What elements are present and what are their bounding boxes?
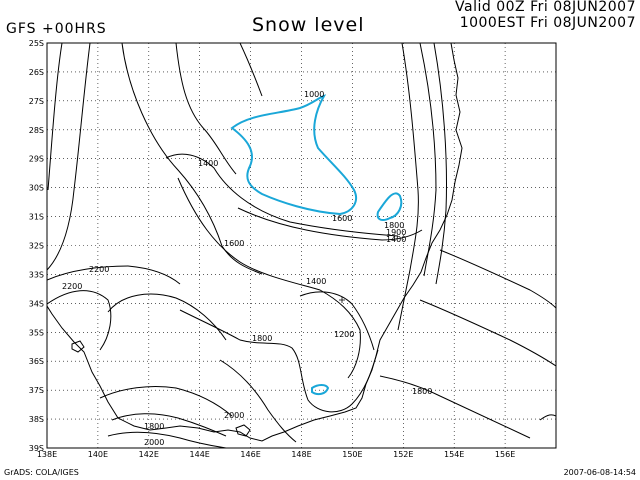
latitude-tick-label: 28S <box>29 126 44 135</box>
map-frame <box>46 42 557 449</box>
contour-label: 1400 <box>386 235 406 244</box>
coastline <box>47 43 463 442</box>
contour-label: 1000 <box>304 90 324 99</box>
contour-label-group: 1000 1400 1600 1600 1800 1900 1400 2200 … <box>62 90 432 447</box>
contour-label: 1800 <box>412 387 432 396</box>
longitude-tick-label: 150E <box>342 450 362 459</box>
contour-label: 1800 <box>144 422 164 431</box>
latitude-tick-label: 30S <box>29 184 44 193</box>
contour-label: 1400 <box>198 159 218 168</box>
contour-label: 1600 <box>224 239 244 248</box>
latitude-tick-label: 31S <box>29 213 44 222</box>
valid-time-local: 1000EST Fri 08JUN2007 <box>459 15 636 31</box>
contour-lines <box>47 43 556 448</box>
latitude-tick-label: 26S <box>29 68 44 77</box>
contour-label: 2200 <box>89 265 109 274</box>
map-title: Snow level <box>252 14 365 36</box>
timestamp-label: 2007-06-08-14:54 <box>563 468 636 477</box>
longitude-tick-label: 156E <box>495 450 515 459</box>
longitude-axis: 138E 140E 142E 144E 146E 148E 150E 152E 154E 156E <box>37 450 515 459</box>
latitude-tick-label: 33S <box>29 270 44 279</box>
longitude-tick-label: 148E <box>291 450 311 459</box>
longitude-tick-label: 146E <box>240 450 260 459</box>
low-marker <box>339 297 345 303</box>
longitude-tick-label: 152E <box>393 450 413 459</box>
latitude-tick-label: 35S <box>29 328 44 337</box>
contour-label: 2200 <box>62 282 82 291</box>
lake-shore <box>71 340 85 353</box>
latitude-tick-label: 39S <box>29 444 44 453</box>
contour-label: 1400 <box>306 277 326 286</box>
latitude-tick-label: 38S <box>29 415 44 424</box>
contour-label: 1900 <box>386 228 406 237</box>
longitude-tick-label: 142E <box>139 450 159 459</box>
contour-label: 1600 <box>332 214 352 223</box>
grid-lines <box>47 43 556 448</box>
latitude-tick-label: 27S <box>29 97 44 106</box>
snow-contours <box>230 94 403 396</box>
longitude-tick-label: 144E <box>190 450 210 459</box>
latitude-tick-label: 34S <box>29 299 44 308</box>
longitude-tick-label: 138E <box>37 450 57 459</box>
contour-label: 1800 <box>252 334 272 343</box>
latitude-tick-label: 25S <box>29 39 44 48</box>
latitude-axis: 25S 26S 27S 28S 29S 30S 31S 32S 33S 34S 35S 36S 37S 3… <box>29 39 44 453</box>
longitude-tick-label: 140E <box>88 450 108 459</box>
latitude-tick-label: 32S <box>29 242 44 251</box>
latitude-tick-label: 37S <box>29 386 44 395</box>
valid-time-utc: Valid 00Z Fri 08JUN2007 <box>455 0 636 15</box>
longitude-tick-label: 154E <box>444 450 464 459</box>
latitude-tick-label: 36S <box>29 357 44 366</box>
contour-label: 2000 <box>144 438 164 447</box>
contour-label: 1800 <box>384 221 404 230</box>
model-run-label: GFS +00HRS <box>6 21 107 37</box>
contour-label: 1200 <box>334 330 354 339</box>
island-coast <box>235 424 251 437</box>
contour-label: 2000 <box>224 411 244 420</box>
latitude-tick-label: 29S <box>29 155 44 164</box>
credit-label: GrADS: COLA/IGES <box>4 468 79 477</box>
